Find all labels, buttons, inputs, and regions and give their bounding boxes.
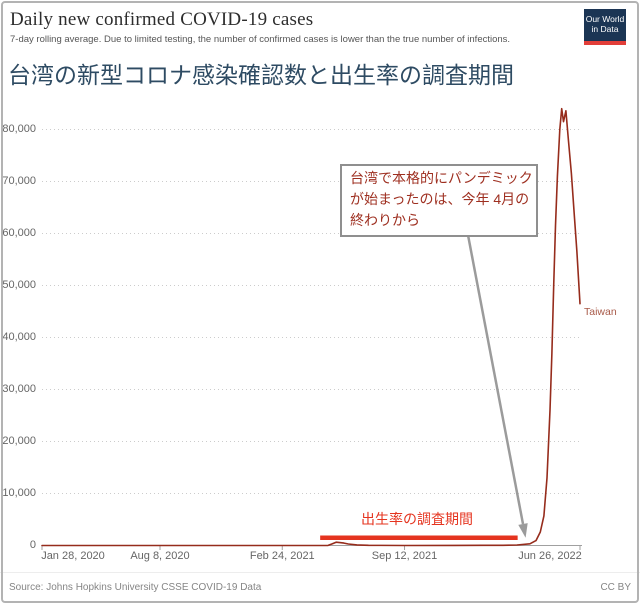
x-axis-tick-label: Aug 8, 2020: [130, 550, 190, 562]
owid-logo[interactable]: Our World in Data: [584, 9, 626, 45]
footer: Source: Johns Hopkins University CSSE CO…: [0, 572, 640, 601]
x-axis-tick-label: Jan 28, 2020: [41, 550, 105, 562]
y-axis-tick-label: 60,000: [2, 226, 36, 239]
survey-period-bar: [320, 535, 518, 540]
x-axis-tick-label: Sep 12, 2021: [371, 550, 438, 562]
y-axis-tick-label: 70,000: [2, 174, 36, 187]
series-label-taiwan: Taiwan: [584, 305, 617, 318]
owid-logo-red-stripe: [584, 41, 626, 45]
chart-subtitle: 7-day rolling average. Due to limited te…: [10, 34, 511, 45]
license-link[interactable]: CC BY: [600, 581, 631, 593]
japanese-heading: 台湾の新型コロナ感染確認数と出生率の調査期間: [8, 62, 514, 88]
y-axis-tick-label: 0: [29, 538, 36, 551]
source-attribution: Source: Johns Hopkins University CSSE CO…: [9, 581, 262, 593]
y-axis-tick-label: 80,000: [2, 122, 36, 135]
y-axis-tick-label: 50,000: [2, 278, 36, 291]
annotation-text-line3: 終わりから: [350, 212, 420, 228]
annotation-callout-box: 台湾で本格的にパンデミック が始まったのは、今年 4月の 終わりから: [340, 164, 538, 237]
owid-logo-text-line2: in Data: [591, 24, 619, 34]
annotation-arrow: [466, 234, 528, 538]
survey-period-label: 出生率の調査期間: [361, 511, 473, 527]
owid-logo-text-line1: Our World: [585, 14, 625, 24]
x-axis-tick-label: Jun 26, 2022: [518, 550, 582, 562]
y-axis-tick-label: 10,000: [2, 486, 36, 499]
chart-title: Daily new confirmed COVID-19 cases: [10, 9, 314, 30]
annotation-text-line1: 台湾で本格的にパンデミック: [350, 170, 533, 186]
y-axis-tick-label: 20,000: [2, 434, 36, 447]
annotation-text-line2: が始まったのは、今年 4月の: [350, 191, 530, 207]
survey-period-bar-rect: [320, 535, 518, 540]
y-axis-tick-label: 40,000: [2, 330, 36, 343]
y-axis-tick-label: 30,000: [2, 382, 36, 395]
x-axis-tick-label: Feb 24, 2021: [249, 550, 315, 562]
